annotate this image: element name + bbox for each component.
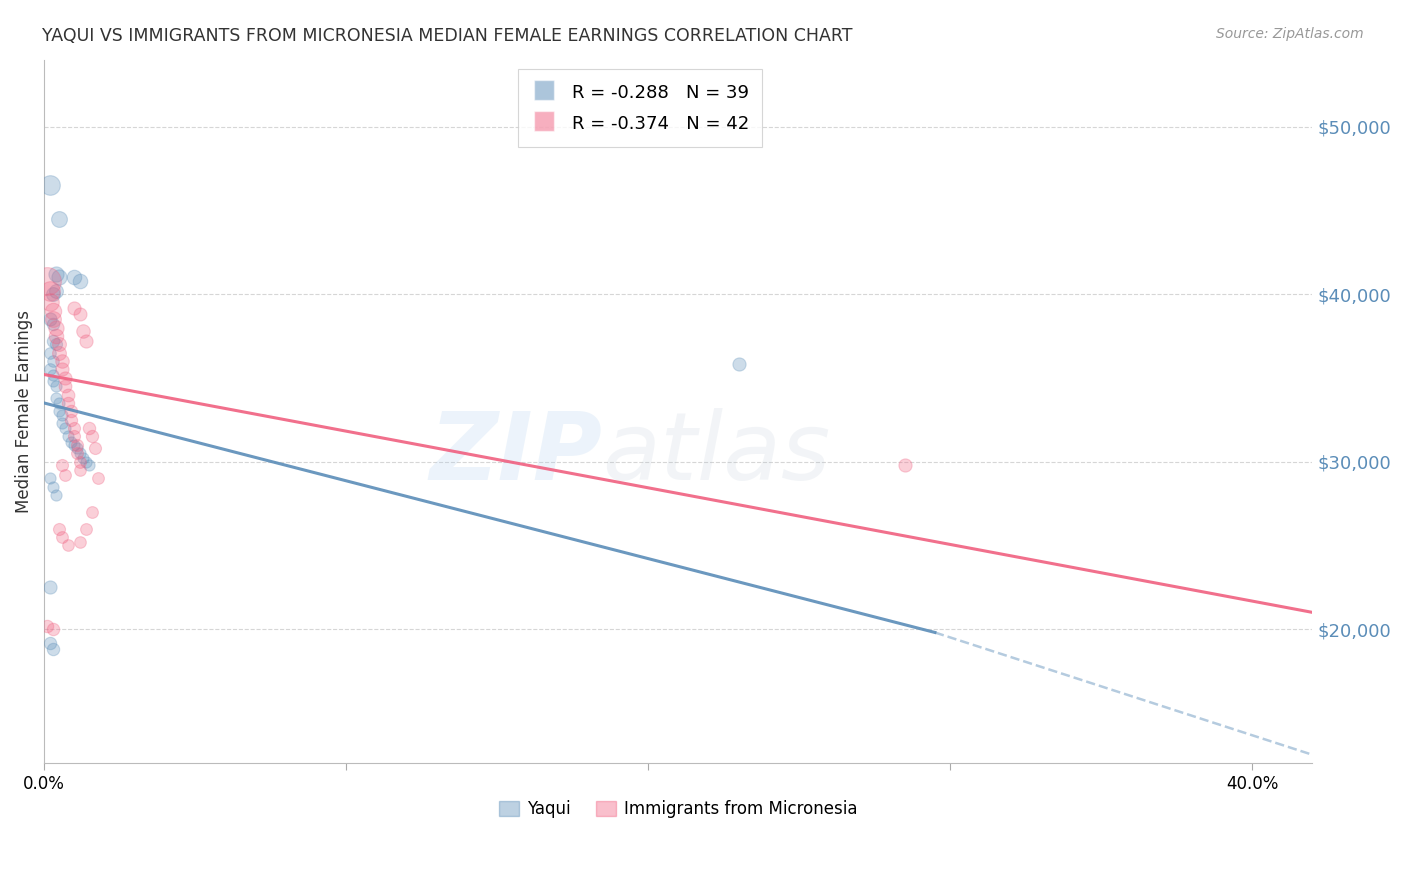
- Point: [82, 505, 104, 519]
- Point: [58, 538, 80, 552]
- Point: [79, 458, 101, 472]
- Point: [75, 455, 97, 469]
- Point: [51, 530, 73, 544]
- Point: [48, 404, 70, 418]
- Point: [53, 421, 76, 435]
- Point: [51, 458, 73, 472]
- Point: [42, 334, 65, 348]
- Point: [45, 284, 67, 298]
- Point: [727, 358, 749, 372]
- Legend: Yaqui, Immigrants from Micronesia: Yaqui, Immigrants from Micronesia: [492, 794, 865, 825]
- Point: [39, 284, 62, 298]
- Point: [66, 438, 89, 452]
- Point: [72, 324, 94, 338]
- Point: [60, 434, 83, 449]
- Point: [48, 211, 70, 226]
- Point: [48, 345, 70, 359]
- Y-axis label: Median Female Earnings: Median Female Earnings: [15, 310, 32, 513]
- Point: [51, 408, 73, 422]
- Point: [42, 622, 65, 636]
- Point: [42, 642, 65, 657]
- Point: [39, 178, 62, 193]
- Point: [58, 396, 80, 410]
- Text: YAQUI VS IMMIGRANTS FROM MICRONESIA MEDIAN FEMALE EARNINGS CORRELATION CHART: YAQUI VS IMMIGRANTS FROM MICRONESIA MEDI…: [42, 27, 852, 45]
- Point: [893, 458, 915, 472]
- Point: [42, 287, 65, 301]
- Point: [69, 446, 91, 460]
- Point: [72, 451, 94, 466]
- Point: [45, 488, 67, 502]
- Point: [39, 345, 62, 359]
- Point: [39, 362, 62, 376]
- Point: [45, 320, 67, 334]
- Point: [60, 404, 83, 418]
- Point: [45, 337, 67, 351]
- Point: [51, 362, 73, 376]
- Point: [69, 274, 91, 288]
- Point: [75, 334, 97, 348]
- Point: [42, 368, 65, 382]
- Point: [48, 270, 70, 285]
- Point: [42, 374, 65, 388]
- Text: atlas: atlas: [602, 408, 831, 500]
- Point: [42, 480, 65, 494]
- Point: [37, 274, 59, 288]
- Point: [45, 329, 67, 343]
- Point: [45, 391, 67, 405]
- Point: [48, 396, 70, 410]
- Point: [63, 301, 86, 315]
- Point: [42, 318, 65, 332]
- Point: [84, 441, 107, 455]
- Point: [39, 635, 62, 649]
- Point: [66, 441, 89, 455]
- Point: [51, 354, 73, 368]
- Point: [66, 446, 89, 460]
- Point: [69, 535, 91, 549]
- Point: [53, 468, 76, 483]
- Text: ZIP: ZIP: [429, 408, 602, 500]
- Point: [69, 455, 91, 469]
- Point: [42, 354, 65, 368]
- Point: [48, 337, 70, 351]
- Point: [69, 307, 91, 321]
- Point: [82, 429, 104, 443]
- Point: [63, 438, 86, 452]
- Point: [39, 312, 62, 326]
- Point: [79, 421, 101, 435]
- Point: [75, 522, 97, 536]
- Point: [42, 303, 65, 318]
- Point: [63, 429, 86, 443]
- Point: [53, 371, 76, 385]
- Point: [53, 379, 76, 393]
- Point: [45, 379, 67, 393]
- Point: [58, 429, 80, 443]
- Point: [63, 421, 86, 435]
- Point: [51, 416, 73, 430]
- Point: [37, 619, 59, 633]
- Point: [69, 463, 91, 477]
- Point: [39, 295, 62, 310]
- Point: [42, 312, 65, 326]
- Point: [87, 471, 110, 485]
- Point: [39, 471, 62, 485]
- Point: [60, 413, 83, 427]
- Point: [63, 270, 86, 285]
- Point: [48, 522, 70, 536]
- Point: [58, 387, 80, 401]
- Point: [39, 580, 62, 594]
- Point: [45, 267, 67, 281]
- Text: Source: ZipAtlas.com: Source: ZipAtlas.com: [1216, 27, 1364, 41]
